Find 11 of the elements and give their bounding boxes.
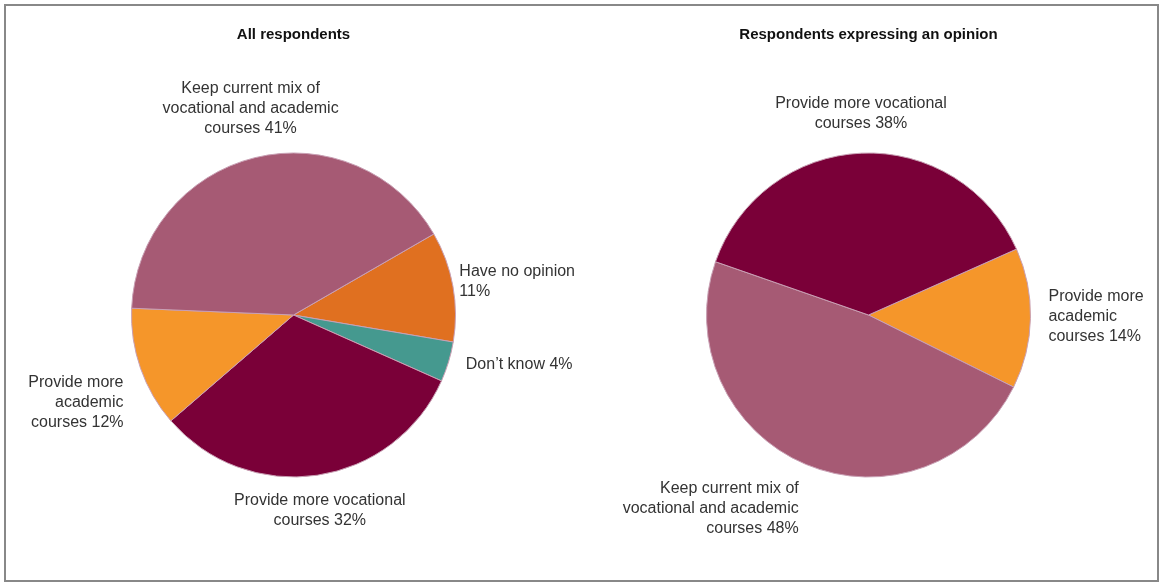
slice-label: Don’t know 4% — [465, 355, 573, 373]
slice-label: Provide more vocational courses 32% — [233, 491, 406, 529]
slice-label: Provide more academic courses 14% — [1048, 287, 1144, 345]
slice-label: Provide more vocational courses 38% — [775, 93, 947, 131]
slice-label: Provide more academic courses 12% — [28, 372, 124, 430]
slice-label: Keep current mix of vocational and academic courses 48% — [622, 479, 800, 537]
data-label: 11% — [459, 281, 491, 299]
chart-title: All respondents — [236, 25, 351, 43]
slice-label: Have no opinion — [459, 261, 575, 279]
chart-title: Respondents expressing an opinion — [739, 25, 998, 43]
slice-label: Keep current mix of vocational and academic courses 41% — [162, 78, 339, 136]
